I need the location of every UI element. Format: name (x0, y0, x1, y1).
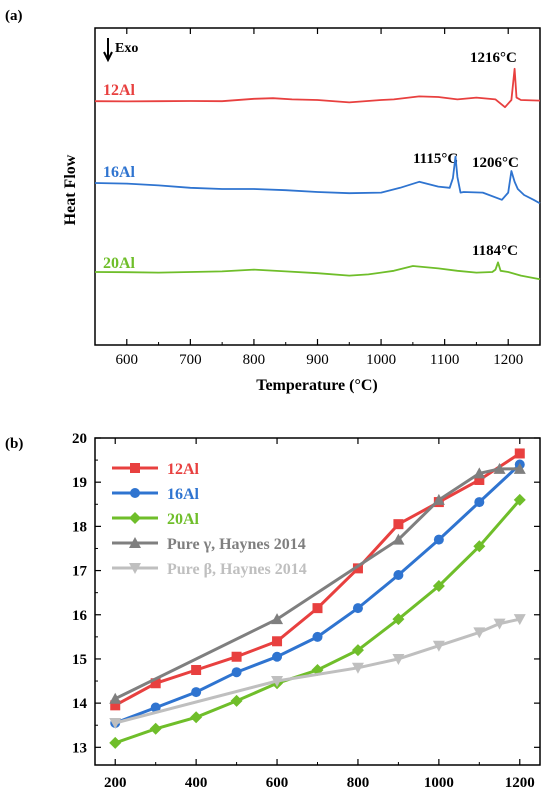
legend-label: Pure β, Haynes 2014 (167, 561, 307, 578)
panel-a-x-tick-label: 700 (179, 352, 202, 368)
legend-swatch-marker (129, 537, 141, 548)
data-point-12al (352, 563, 363, 574)
data-point-pure-haynes-2014 (513, 462, 526, 474)
data-point-20al (432, 580, 445, 593)
data-point-pure-haynes-2014 (473, 627, 486, 639)
panel-a-label: (a) (5, 8, 23, 24)
exo-down-arrow-icon (103, 38, 113, 63)
panel-a-x-tick-label: 600 (116, 352, 139, 368)
data-point-pure-haynes-2014 (513, 614, 526, 626)
data-point-pure-haynes-2014 (271, 676, 284, 688)
series-line-pure-haynes-2014 (114, 617, 521, 725)
dsc-curve-20al (94, 261, 541, 281)
panel-b-y-tick-label: 14 (72, 696, 88, 712)
data-point-12al (514, 448, 525, 459)
data-point-pure-haynes-2014 (432, 640, 445, 652)
panel-b-x-tick-label: 600 (266, 775, 289, 791)
panel-b-y-tick-label: 19 (72, 475, 87, 491)
series-label-16al: 16Al (103, 164, 136, 181)
panel-b-y-tick-label: 17 (72, 564, 88, 580)
data-point-20al (230, 694, 243, 707)
panel-b-frame (94, 437, 541, 766)
legend-swatch-marker (129, 512, 141, 524)
data-point-pure-haynes-2014 (109, 692, 122, 704)
panel-a-x-tick-label: 800 (243, 352, 266, 368)
panel-a-x-tick-label: 1000 (366, 352, 396, 368)
data-point-12al (474, 474, 485, 485)
panel-b-y-tick-label: 16 (72, 608, 88, 624)
panel-a-x-tick-label: 900 (306, 352, 329, 368)
data-point-pure-haynes-2014 (392, 533, 405, 545)
data-point-12al (150, 678, 161, 689)
panel-b-label: (b) (5, 436, 23, 452)
panel-b-y-tick-label: 15 (72, 652, 87, 668)
data-point-pure-haynes-2014 (493, 618, 506, 630)
panel-b-x-tick-label: 400 (185, 775, 208, 791)
legend-swatch-marker (130, 463, 140, 473)
data-point-16al (312, 631, 323, 642)
series-label-20al: 20Al (103, 255, 136, 272)
data-point-20al (513, 493, 526, 506)
data-point-pure-haynes-2014 (351, 662, 364, 674)
panel-b-x-tick-label: 800 (347, 775, 370, 791)
peak-annotation-1115: 1115°C (413, 151, 458, 167)
data-point-20al (392, 613, 405, 626)
panel-a-y-axis-label: Heat Flow (62, 154, 79, 225)
panel-b-y-tick-label: 13 (72, 740, 87, 756)
panel-a-x-tick-label: 1100 (430, 352, 459, 368)
panel-a-x-axis-label: Temperature (°C) (256, 377, 377, 394)
panel-a-x-tick-label: 1200 (493, 352, 523, 368)
data-point-16al (352, 603, 363, 614)
data-point-16al (231, 667, 242, 678)
panel-b-x-tick-label: 1000 (424, 775, 454, 791)
data-point-12al (231, 651, 242, 662)
legend-label: 12Al (167, 461, 200, 478)
legend-label: 16Al (167, 486, 200, 503)
legend-swatch-marker (129, 563, 141, 574)
data-point-16al (393, 569, 404, 580)
dsc-curve-12al (94, 67, 541, 109)
data-point-20al (149, 722, 162, 735)
data-point-20al (473, 540, 486, 553)
data-point-pure-haynes-2014 (473, 467, 486, 479)
data-point-20al (351, 644, 364, 657)
legend-label: 20Al (167, 511, 200, 528)
data-point-pure-haynes-2014 (493, 462, 506, 474)
data-point-pure-haynes-2014 (109, 718, 122, 730)
data-point-16al (150, 702, 161, 713)
data-point-16al (433, 534, 444, 545)
data-point-12al (110, 700, 121, 711)
panel-b-y-tick-label: 18 (72, 519, 87, 535)
data-point-16al (474, 497, 485, 508)
exo-label: Exo (115, 41, 138, 56)
series-label-12al: 12Al (103, 82, 136, 99)
legend-label: Pure γ, Haynes 2014 (167, 536, 306, 553)
data-point-12al (272, 636, 283, 647)
peak-annotation-1216: 1216°C (470, 50, 517, 66)
peak-annotation-1184: 1184°C (472, 243, 518, 259)
data-point-pure-haynes-2014 (432, 493, 445, 505)
data-point-pure-haynes-2014 (392, 653, 405, 665)
peak-annotation-1206: 1206°C (472, 155, 519, 171)
data-point-16al (272, 651, 283, 662)
panel-b-x-tick-label: 200 (104, 775, 127, 791)
data-point-12al (191, 664, 202, 675)
data-point-16al (191, 687, 202, 698)
dsc-curve-16al (94, 155, 541, 205)
data-point-12al (393, 519, 404, 530)
legend-swatch-marker (130, 488, 140, 498)
data-point-12al (312, 603, 323, 614)
panel-b-y-tick-label: 20 (72, 431, 87, 447)
data-point-20al (109, 736, 122, 749)
panel-b-x-tick-label: 1200 (505, 775, 535, 791)
data-point-pure-haynes-2014 (271, 613, 284, 625)
data-point-20al (190, 711, 203, 724)
